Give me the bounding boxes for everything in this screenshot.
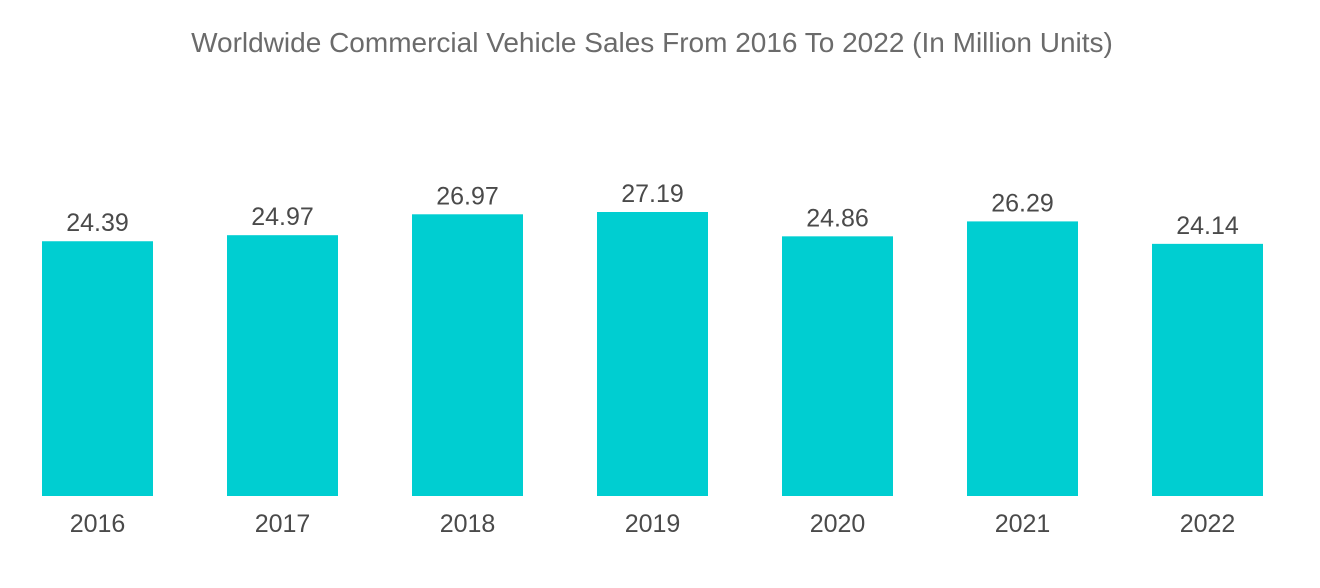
bar-2018 (412, 214, 523, 496)
bar-2021 (967, 221, 1078, 496)
bar-2019 (597, 212, 708, 496)
value-label-2018: 26.97 (436, 182, 499, 210)
x-tick-label-2018: 2018 (440, 510, 496, 538)
bars-layer (42, 212, 1263, 497)
value-label-2019: 27.19 (621, 180, 684, 208)
x-tick-label-2020: 2020 (810, 510, 866, 538)
bar-2017 (227, 235, 338, 497)
value-label-2017: 24.97 (251, 203, 314, 231)
bar-2016 (42, 241, 153, 496)
x-tick-label-2019: 2019 (625, 510, 681, 538)
value-label-2021: 26.29 (991, 189, 1054, 217)
x-tick-label-2022: 2022 (1180, 510, 1236, 538)
value-label-2020: 24.86 (806, 204, 869, 232)
value-labels-layer: 24.39 24.97 26.97 27.19 24.86 26.29 24.14 (66, 180, 1239, 240)
bar-2020 (782, 236, 893, 496)
x-tick-label-2017: 2017 (255, 510, 311, 538)
x-tick-label-2016: 2016 (70, 510, 126, 538)
value-label-2022: 24.14 (1176, 212, 1239, 240)
x-axis-tick-labels: 2016 2017 2018 2019 2020 2021 2022 (70, 510, 1236, 538)
chart-title: Worldwide Commercial Vehicle Sales From … (191, 27, 1113, 58)
value-label-2016: 24.39 (66, 209, 129, 237)
bar-2022 (1152, 243, 1263, 496)
x-tick-label-2021: 2021 (995, 510, 1051, 538)
